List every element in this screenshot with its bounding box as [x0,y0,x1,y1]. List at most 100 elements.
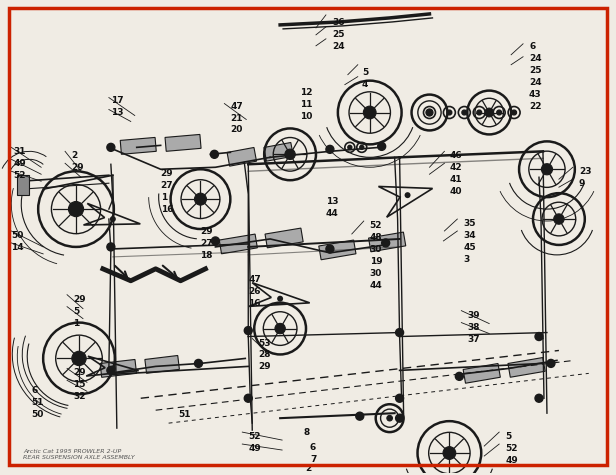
Text: 32: 32 [73,392,86,401]
Circle shape [348,145,352,149]
Polygon shape [463,363,500,383]
Text: 50: 50 [11,231,23,240]
Text: 29: 29 [200,227,213,236]
Text: 36: 36 [332,18,344,27]
Text: 41: 41 [450,175,462,184]
Text: 23: 23 [579,167,591,176]
Circle shape [360,145,364,149]
Text: 5: 5 [73,307,79,316]
Text: 50: 50 [31,410,44,419]
Text: 30: 30 [370,269,382,278]
Text: Arctic Cat 1995 PROWLER 2-UP
REAR SUSPENSION AXLE ASSEMBLY: Arctic Cat 1995 PROWLER 2-UP REAR SUSPEN… [23,449,135,460]
Circle shape [387,415,392,421]
Polygon shape [264,142,293,161]
Text: 28: 28 [258,351,270,360]
Text: 44: 44 [326,209,339,218]
Text: 3: 3 [463,255,469,264]
Text: 30: 30 [370,245,382,254]
Circle shape [535,394,543,402]
Circle shape [535,332,543,341]
Text: 29: 29 [258,362,271,371]
Text: 8: 8 [304,428,310,437]
Text: 49: 49 [505,456,518,465]
Circle shape [211,237,219,245]
Circle shape [378,142,386,151]
Text: 2: 2 [305,464,311,473]
Text: 52: 52 [248,432,261,441]
Circle shape [427,110,432,115]
Text: 24: 24 [529,77,541,86]
Text: 6: 6 [31,386,38,395]
Text: 29: 29 [161,169,173,178]
Text: 48: 48 [370,233,383,242]
Text: 31: 31 [14,147,26,156]
Polygon shape [368,232,406,252]
Circle shape [395,329,403,336]
Circle shape [72,352,86,366]
Text: 47: 47 [230,102,243,111]
Text: 24: 24 [332,42,344,51]
Circle shape [477,110,482,115]
Text: 17: 17 [111,95,123,104]
Text: 9: 9 [579,179,585,188]
Text: 34: 34 [463,231,476,240]
Circle shape [107,243,115,251]
Text: 20: 20 [230,125,243,134]
Circle shape [68,201,84,217]
Text: 24: 24 [529,54,541,63]
Text: 49: 49 [14,159,26,168]
Text: 52: 52 [505,444,517,453]
Text: 27: 27 [200,239,213,248]
Circle shape [245,327,252,334]
Bar [17,175,29,195]
Text: 1: 1 [161,193,167,202]
Text: 1: 1 [73,319,79,328]
Text: 21: 21 [230,114,243,123]
Text: 22: 22 [529,102,541,111]
Polygon shape [227,147,256,166]
Polygon shape [120,137,156,154]
Text: 5: 5 [362,68,368,76]
Circle shape [485,108,493,117]
Polygon shape [145,355,179,373]
Text: 42: 42 [450,163,462,172]
Text: 26: 26 [248,287,261,296]
Circle shape [107,366,115,374]
Circle shape [275,323,285,334]
Text: 38: 38 [468,323,480,332]
Circle shape [395,394,403,402]
Text: 6: 6 [529,42,535,51]
Circle shape [447,110,452,115]
Text: 16: 16 [248,299,261,308]
Text: 53: 53 [258,339,270,348]
Text: 44: 44 [370,281,383,290]
Text: 37: 37 [468,334,480,343]
Circle shape [512,110,516,115]
Polygon shape [100,360,137,377]
Text: 51: 51 [31,398,44,407]
Circle shape [107,143,115,152]
Circle shape [426,109,433,116]
Polygon shape [165,134,201,152]
Circle shape [382,239,390,247]
Circle shape [356,412,364,420]
Text: 18: 18 [200,251,213,260]
Text: 40: 40 [450,187,462,196]
Text: 6: 6 [310,443,316,452]
Text: 15: 15 [73,380,86,390]
Circle shape [554,214,564,224]
Polygon shape [508,358,545,377]
Circle shape [195,193,206,205]
Circle shape [326,145,334,153]
Circle shape [443,446,456,459]
Text: 51: 51 [179,410,191,419]
Text: 2: 2 [71,152,77,161]
Text: 7: 7 [310,455,317,464]
Circle shape [245,394,252,402]
Circle shape [541,164,553,175]
Circle shape [455,372,463,380]
Text: 14: 14 [11,243,24,252]
Text: 39: 39 [468,311,480,320]
Text: 29: 29 [73,369,86,378]
Text: 19: 19 [370,257,383,266]
